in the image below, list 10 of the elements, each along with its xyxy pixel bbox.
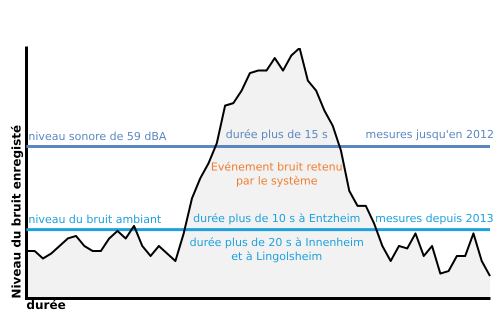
annotation: mesures depuis 2013 (375, 212, 494, 226)
ref-line-label: niveau du bruit ambiant (28, 213, 162, 226)
annotation: durée plus de 15 s (226, 128, 328, 142)
annotation: Evénement bruit retenu par le système (210, 160, 343, 188)
annotation: durée plus de 20 s à Innenheim et à Lingolsheim (190, 236, 364, 263)
ref-line-label: niveau sonore de 59 dBA (28, 130, 167, 143)
y-axis-title: Niveau du bruit enregisté (9, 124, 24, 299)
annotation: durée plus de 10 s à Entzheim (193, 212, 360, 226)
annotation: mesures jusqu'en 2012 (366, 128, 494, 142)
x-axis-title: durée (26, 298, 66, 312)
